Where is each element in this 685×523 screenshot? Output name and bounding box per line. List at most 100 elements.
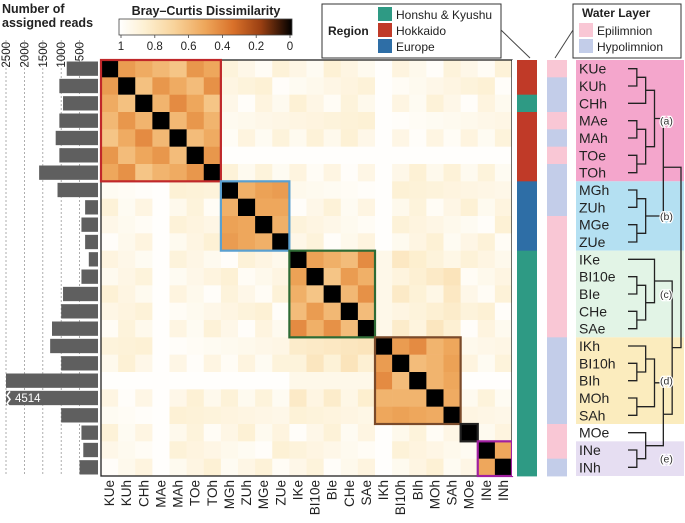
x-label-MOe: MOe <box>462 480 477 509</box>
heatmap-cell-INe-TOe <box>186 441 205 459</box>
heatmap-cell-MGe-MAh <box>169 216 187 234</box>
heatmap-cell-BI10e-MGh <box>220 268 239 286</box>
heatmap-cell-KUe-BIe <box>323 60 342 78</box>
heatmap-cell-ZUh-BIe <box>323 198 342 217</box>
heatmap-cell-ZUe-INh <box>494 233 513 251</box>
heatmap-cell-MOe-SAe <box>357 424 376 442</box>
heatmap-cell-BIh-MGe <box>255 372 273 390</box>
heatmap-cell-MGe-MGe <box>255 216 273 234</box>
heatmap-cell-MAe-MOe <box>460 112 479 130</box>
heatmap-cell-MAe-MAe <box>152 112 170 130</box>
colorbar-tick-0.2: 0.2 <box>248 41 264 53</box>
y-label-BI10e: BI10e <box>579 269 616 285</box>
heatmap-cell-MGh-BIe <box>323 181 342 199</box>
heatmap-cell-CHe-ZUh <box>238 302 256 321</box>
heatmap-cell-INe-INe <box>477 441 496 459</box>
heatmap-cell-TOe-IKh <box>375 146 393 165</box>
y-label-MGh: MGh <box>579 182 609 198</box>
heatmap-cell-BIe-MGe <box>255 285 273 303</box>
heatmap-cell-MAh-MOh <box>426 129 444 147</box>
heatmap-cell-BI10e-ZUe <box>272 268 290 286</box>
heatmap-cell-IKe-MOh <box>426 250 444 269</box>
y-label-IKe: IKe <box>579 251 600 267</box>
heatmap-cell-ZUh-TOe <box>186 198 205 217</box>
region-legend-swatch-1 <box>378 7 392 21</box>
heatmap-cell-BIe-INh <box>494 285 513 303</box>
reads-bar-IKe <box>88 252 98 267</box>
heatmap-cell-INh-MGe <box>255 458 273 477</box>
heatmap-cell-SAh-IKh <box>375 406 393 425</box>
heatmap-cell-MAe-TOe <box>186 112 205 130</box>
heatmap-cell-TOe-KUe <box>101 146 119 165</box>
heatmap-cell-IKe-CHh <box>135 250 153 269</box>
y-label-TOh: TOh <box>579 165 606 181</box>
heatmap-cell-BIh-SAh <box>443 372 461 390</box>
heatmap-cell-MGe-MAe <box>152 216 170 234</box>
heatmap-cell-MGh-MGe <box>255 181 273 199</box>
heatmap-cell-CHe-BIh <box>409 302 427 321</box>
heatmap-cell-BI10h-BIh <box>409 354 427 373</box>
water-layer-cell-INh <box>547 458 567 477</box>
region-cell-MGe <box>517 216 537 234</box>
heatmap-cell-MAe-BI10e <box>306 112 324 130</box>
heatmap-cell-BIh-IKh <box>375 372 393 390</box>
heatmap-cell-MOe-CHh <box>135 424 153 442</box>
region-strip <box>512 60 542 477</box>
heatmap-cell-KUh-MAh <box>169 77 187 95</box>
y-label-BIe: BIe <box>579 286 600 302</box>
water-legend-connector <box>554 29 574 59</box>
heatmap-cell-BIe-CHe <box>340 285 359 303</box>
heatmap-cell-TOh-KUh <box>118 164 136 182</box>
y-label-ZUh: ZUh <box>579 199 605 215</box>
heatmap-cell-INh-BIe <box>323 458 342 477</box>
y-label-SAh: SAh <box>579 407 605 423</box>
heatmap-cell-ZUh-MAe <box>152 198 170 217</box>
heatmap-cell-INh-BI10e <box>306 458 324 477</box>
heatmap-cell-KUh-INh <box>494 77 513 95</box>
heatmap-cell-ZUe-MOh <box>426 233 444 251</box>
heatmap-cell-IKe-BIh <box>409 250 427 269</box>
heatmap-cell-BIe-BI10h <box>392 285 410 303</box>
heatmap-cell-MAh-MOe <box>460 129 479 147</box>
heatmap-cell-SAh-BI10h <box>392 406 410 425</box>
heatmap-cell-BI10h-SAh <box>443 354 461 373</box>
heatmap-cell-SAe-IKh <box>375 320 393 338</box>
heatmap-cell-SAh-BI10e <box>306 406 324 425</box>
heatmap-cell-BI10e-CHe <box>340 268 359 286</box>
colorbar-gradient <box>118 18 293 36</box>
heatmap-cell-CHe-IKh <box>375 302 393 321</box>
heatmap-cell-MOh-KUe <box>101 389 119 407</box>
heatmap-cell-SAe-ZUh <box>238 320 256 338</box>
cluster-box-2 <box>219 180 291 252</box>
heatmap-cell-BIe-MGh <box>220 285 239 303</box>
y-label-KUh: KUh <box>579 78 606 94</box>
x-label-BIe: BIe <box>325 480 340 500</box>
heatmap-cell-BI10h-BIe <box>323 354 342 373</box>
reads-axis-title-line1: Number of <box>2 2 65 16</box>
heatmap-cell-BIe-BIe <box>323 285 342 303</box>
x-label-MAh: MAh <box>171 480 186 508</box>
heatmap-cell-CHe-BI10e <box>306 302 324 321</box>
heatmap-cell-MGh-MGh <box>220 181 239 199</box>
heatmap-cell-ZUe-BIh <box>409 233 427 251</box>
heatmap-cell-BIe-SAe <box>357 285 376 303</box>
heatmap-cell-SAe-BI10e <box>306 320 324 338</box>
heatmap-cell-MGh-MAh <box>169 181 187 199</box>
heatmap-cell-ZUh-MOe <box>460 198 479 217</box>
heatmap-cell-INe-MAe <box>152 441 170 459</box>
group-label-5: (e) <box>660 454 673 466</box>
heatmap-cell-BIe-MOe <box>460 285 479 303</box>
reads-bar-SAe <box>52 321 98 336</box>
heatmap-cell-MAe-BI10h <box>392 112 410 130</box>
heatmap-cell-MOh-BI10h <box>392 389 410 407</box>
heatmap-cell-BI10e-MGe <box>255 268 273 286</box>
heatmap-cell-SAe-ZUe <box>272 320 290 338</box>
heatmap-cell-MGe-SAh <box>443 216 461 234</box>
colorbar-tick-0: 0 <box>287 41 293 53</box>
heatmap-cell-SAh-CHh <box>135 406 153 425</box>
heatmap-cell-MAe-KUe <box>101 112 119 130</box>
heatmap-cell-INh-IKh <box>375 458 393 477</box>
heatmap-cell-MGh-MOe <box>460 181 479 199</box>
heatmap-cell-CHh-MOh <box>426 94 444 113</box>
heatmap-cell-KUe-BI10h <box>392 60 410 78</box>
